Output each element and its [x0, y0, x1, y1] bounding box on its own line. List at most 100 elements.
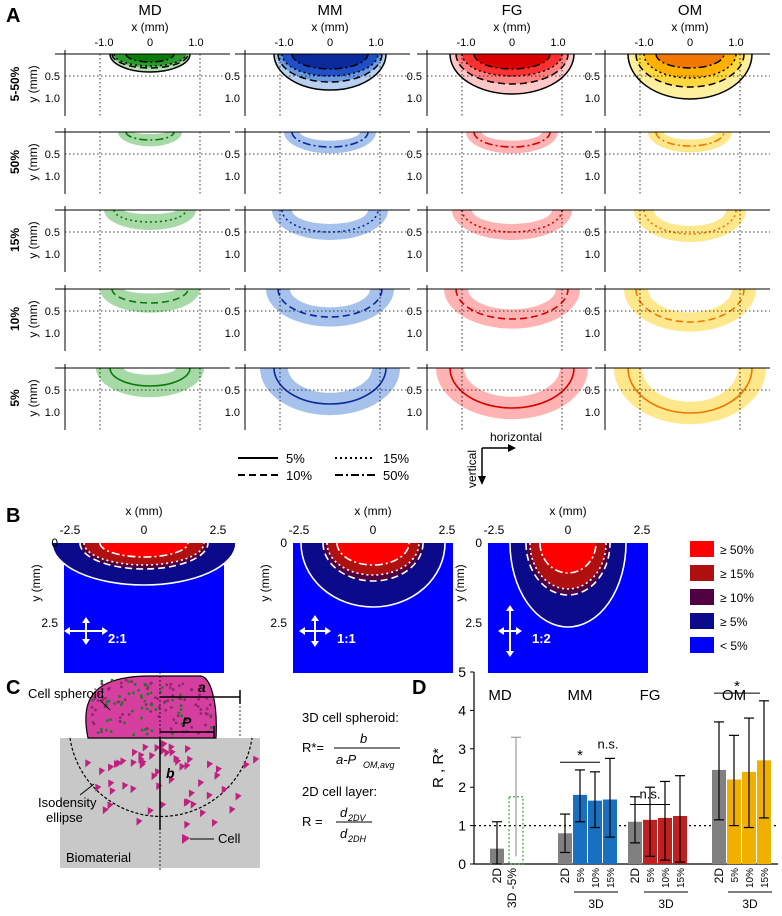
contour-plot-mm-4	[235, 364, 410, 430]
contour-plot-fg-1	[417, 128, 592, 194]
legend-solid-label: 5%	[286, 451, 305, 466]
legend-label: ≥ 50%	[720, 543, 754, 557]
bar-label: 10%	[745, 868, 756, 888]
spheroid-dot	[105, 728, 108, 732]
bar-label: 2D	[712, 868, 726, 884]
heatmap-region-50	[337, 543, 409, 565]
bar-label: 5%	[646, 868, 657, 883]
bar-label: 10%	[661, 868, 672, 888]
contour-plot-mm-3	[235, 285, 410, 351]
panel-a-legend: 5% 10% 15% 50%	[238, 451, 409, 483]
contour-mean-line	[109, 367, 191, 387]
spheroid-dot	[180, 722, 184, 726]
heatmap-contour	[336, 542, 410, 566]
contour-plot-md-2	[55, 206, 230, 272]
panel-label-d: D	[412, 677, 426, 699]
y-tick-label: 1.0	[225, 328, 240, 340]
y-tick-label: 0.5	[585, 306, 600, 318]
x-axis-label: x (mm)	[671, 20, 708, 34]
ratio-arrowhead	[516, 627, 522, 635]
spheroid-dot	[209, 726, 213, 729]
x-tick-label: 0	[509, 37, 515, 49]
ratio-arrowhead	[311, 641, 319, 647]
group-title-om: OM	[722, 687, 746, 704]
legend-swatch	[690, 589, 714, 605]
contour-line-10	[111, 53, 189, 69]
y-axis-label: y (mm)	[26, 300, 40, 337]
cell-marker	[154, 744, 161, 753]
y-tick-label: 0.5	[585, 71, 600, 83]
spheroid-dot	[104, 696, 107, 700]
y-tick-label: 4	[458, 702, 466, 718]
spheroid-dot	[157, 715, 160, 718]
vertical-label: vertical	[465, 450, 479, 488]
cell-marker	[140, 758, 147, 767]
y-tick-label: 0	[280, 536, 287, 550]
spheroid-dot	[100, 682, 104, 686]
eq-2d-denominator: d	[340, 826, 348, 841]
contour-plot-fg-4	[417, 364, 592, 430]
bar-label: 2D	[628, 868, 642, 884]
cell-marker	[188, 789, 195, 798]
cell-marker	[155, 768, 162, 777]
spheroid-dot	[143, 682, 147, 686]
orientation-arrows: horizontal vertical	[465, 430, 542, 488]
ellipse-label-2: ellipse	[46, 810, 83, 825]
row-label-1: 50%	[8, 150, 22, 174]
spheroid-dot	[143, 699, 147, 703]
ratio-arrowhead	[82, 617, 90, 623]
spheroid-dot	[96, 699, 100, 703]
spheroid-dot	[177, 684, 181, 688]
spheroid-dot	[204, 711, 208, 715]
x-tick-label: 1.0	[188, 37, 203, 49]
y-tick-label: 2.5	[270, 616, 287, 630]
contour-mean-line	[473, 131, 551, 148]
cell-marker	[185, 798, 192, 807]
contour-mean-line	[125, 131, 175, 141]
spheroid-dot	[149, 682, 152, 685]
panel-label-b: B	[6, 505, 20, 527]
legend-label: ≥ 5%	[720, 615, 748, 629]
spheroid-dot	[174, 721, 178, 725]
bar-label: 15%	[760, 868, 771, 888]
cell-example	[182, 834, 190, 844]
panel-c: a P b Cell spheroid Isodensity ellipse C…	[28, 668, 400, 870]
contour-plot-om-2	[595, 206, 770, 272]
heatmap-contour	[79, 542, 209, 570]
contour-plot-md-0	[55, 50, 230, 116]
eq-3d-numerator: b	[360, 731, 367, 746]
y-axis-label: y (mm)	[453, 564, 467, 601]
spheroid-dot	[196, 704, 200, 708]
spheroid-dot	[109, 718, 112, 721]
spheroid-dot	[92, 722, 96, 726]
y-tick-label: 1.0	[585, 328, 600, 340]
spheroid-dot	[100, 687, 104, 691]
contour-band	[444, 289, 580, 329]
contour-line-10	[635, 53, 745, 88]
contour-band	[100, 289, 200, 313]
spheroid-dot	[127, 680, 130, 684]
contour-plot-md-4	[55, 364, 230, 430]
b-label: b	[166, 765, 175, 781]
spheroid-dot	[119, 681, 123, 685]
spheroid-dot	[190, 688, 194, 692]
cell-marker	[130, 785, 137, 794]
legend-label: < 5%	[720, 639, 748, 653]
bar-label: 15%	[676, 868, 687, 888]
eq-2d-lhs: R =	[302, 814, 323, 829]
contour-plot-fg-2	[417, 206, 592, 272]
spheroid-dot	[168, 686, 172, 690]
contour-line-5	[627, 53, 753, 100]
contour-plot-om-3	[595, 285, 770, 351]
spheroid-dot	[144, 703, 148, 707]
spheroid-dot	[130, 680, 134, 683]
contour-line-50	[655, 53, 725, 69]
spheroid-dot	[149, 691, 153, 695]
spheroid-dot	[164, 708, 168, 712]
y-tick-label: 1.0	[407, 93, 422, 105]
heatmap-contour	[83, 542, 205, 566]
contour-mean-line	[113, 209, 187, 223]
cell-marker	[108, 779, 115, 788]
